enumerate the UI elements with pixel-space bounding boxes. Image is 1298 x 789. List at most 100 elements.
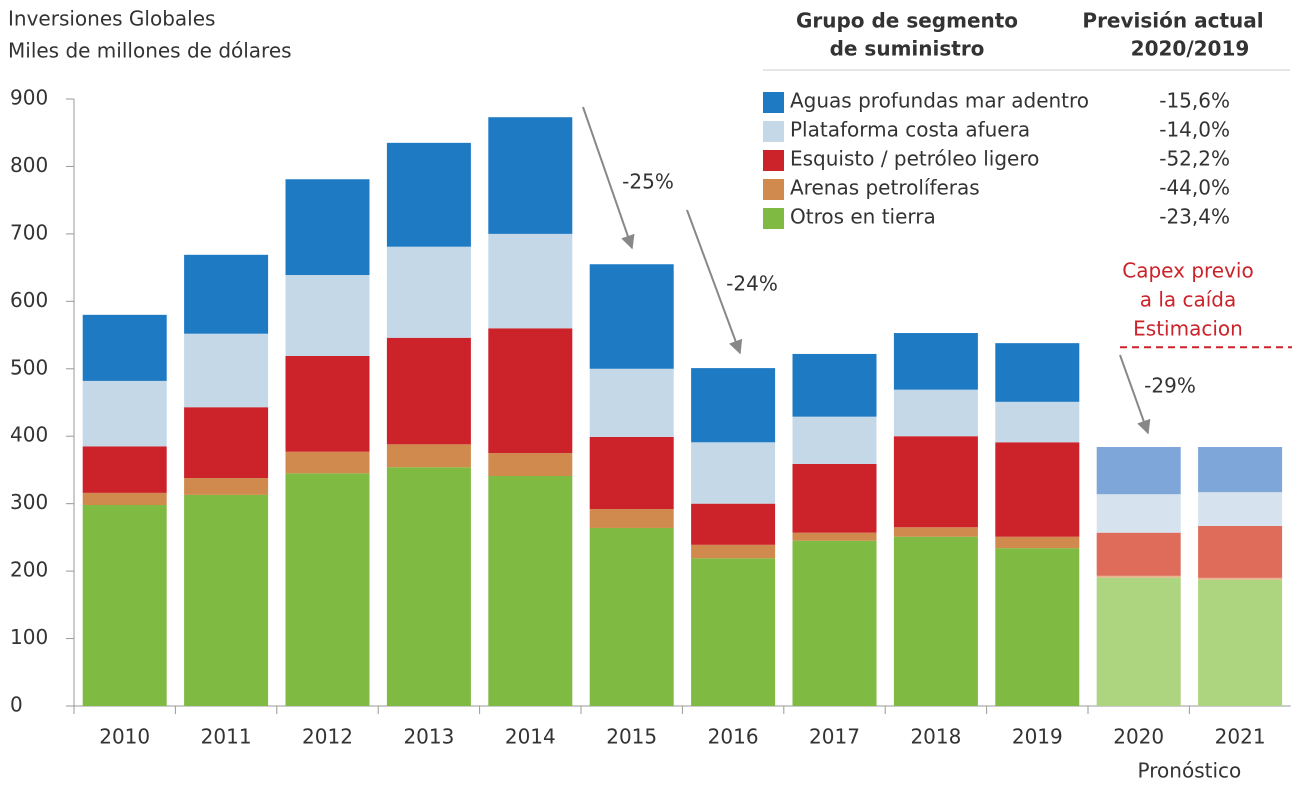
bar-segment xyxy=(82,446,167,493)
x-tick-label: 2020 xyxy=(1113,725,1164,749)
x-tick-label: 2015 xyxy=(606,725,657,749)
bar-segment xyxy=(691,558,776,706)
x-tick-label: 2018 xyxy=(910,725,961,749)
bar-segment xyxy=(995,401,1080,443)
arrow xyxy=(582,106,635,250)
y-tick-label: 200 xyxy=(10,558,48,582)
legend-header: de suministro xyxy=(830,37,985,61)
legend-change: -14,0% xyxy=(1159,118,1230,142)
bar-segment xyxy=(184,333,269,408)
bar-segment xyxy=(1096,532,1181,576)
bar-segment xyxy=(691,503,776,545)
bar-segment xyxy=(792,463,877,533)
legend-change: -44,0% xyxy=(1159,176,1230,200)
bar-segment xyxy=(488,453,573,477)
bar-segment xyxy=(589,368,674,437)
arrow xyxy=(1119,354,1151,435)
bar-segment xyxy=(184,478,269,495)
bar-segment xyxy=(1096,447,1181,495)
bar-segment xyxy=(1198,447,1283,493)
arrow-label: -24% xyxy=(726,272,778,296)
bar-segment xyxy=(184,407,269,479)
x-tick-label: 2014 xyxy=(505,725,556,749)
arrow-label: -25% xyxy=(622,170,674,194)
legend-swatch xyxy=(763,121,784,142)
bar-segment xyxy=(893,436,978,528)
bar-segment xyxy=(995,548,1080,706)
bar-segment xyxy=(589,509,674,528)
legend-swatch xyxy=(763,208,784,229)
bar-segment xyxy=(792,532,877,541)
bar-segment xyxy=(691,368,776,443)
bar-segment xyxy=(1096,494,1181,533)
bar-segment xyxy=(488,476,573,706)
bar-segment xyxy=(1198,492,1283,526)
legend-label: Plataforma costa afuera xyxy=(790,118,1030,142)
legend-header: Previsión actual xyxy=(1082,9,1263,33)
x-tick-label: 2017 xyxy=(809,725,860,749)
chart-title: Inversiones Globales xyxy=(8,7,215,31)
arrow xyxy=(686,209,743,355)
bar-segment xyxy=(995,343,1080,402)
bar-segment xyxy=(285,355,370,452)
bar-segment xyxy=(184,254,269,334)
legend-label: Esquisto / petróleo ligero xyxy=(790,147,1039,171)
bar-segment xyxy=(995,442,1080,537)
bar-segment xyxy=(82,505,167,706)
bar-segment xyxy=(488,233,573,329)
y-tick-label: 500 xyxy=(10,355,48,379)
x-tick-label: 2011 xyxy=(201,725,252,749)
bar-segment xyxy=(995,536,1080,549)
legend-label: Arenas petrolíferas xyxy=(790,176,980,200)
bar-segment xyxy=(792,540,877,706)
bar-segment xyxy=(285,179,370,276)
bar-segment xyxy=(893,333,978,390)
bar-segment xyxy=(386,444,471,468)
bar-segment xyxy=(488,328,573,454)
legend-label: Otros en tierra xyxy=(790,205,936,229)
bar-segment xyxy=(691,544,776,559)
reference-label: a la caída xyxy=(1140,288,1237,312)
bar-segment xyxy=(589,436,674,510)
x-tick-label: 2012 xyxy=(302,725,353,749)
bar-segment xyxy=(386,142,471,247)
bar-segment xyxy=(285,275,370,356)
bar-segment xyxy=(792,353,877,417)
y-tick-label: 400 xyxy=(10,423,48,447)
legend-swatch xyxy=(763,150,784,171)
legend-change: -15,6% xyxy=(1159,89,1230,113)
y-tick-label: 300 xyxy=(10,490,48,514)
bar-segment xyxy=(184,494,269,706)
bar-segment xyxy=(1096,575,1181,578)
forecast-label: Pronóstico xyxy=(1138,759,1242,783)
legend-swatch xyxy=(763,92,784,113)
x-tick-label: 2010 xyxy=(99,725,150,749)
reference-label: Estimacion xyxy=(1133,317,1243,341)
bar-segment xyxy=(1198,577,1283,580)
bar-segment xyxy=(893,527,978,537)
chart-subtitle: Miles de millones de dólares xyxy=(8,39,292,63)
bar-segment xyxy=(1198,525,1283,578)
x-tick-label: 2016 xyxy=(708,725,759,749)
bar-segment xyxy=(589,264,674,369)
bar-segment xyxy=(285,473,370,706)
x-tick-label: 2013 xyxy=(403,725,454,749)
bar-segment xyxy=(1198,579,1283,706)
bar-segment xyxy=(893,536,978,706)
legend-header: Grupo de segmento xyxy=(796,9,1018,33)
legend-change: -23,4% xyxy=(1159,205,1230,229)
legend-swatch xyxy=(763,179,784,200)
bar-segment xyxy=(386,246,471,338)
bar-segment xyxy=(691,442,776,504)
y-tick-label: 600 xyxy=(10,288,48,312)
bar-segment xyxy=(589,527,674,706)
x-tick-label: 2021 xyxy=(1215,725,1266,749)
bar-segment xyxy=(285,451,370,474)
y-tick-label: 900 xyxy=(10,86,48,110)
bar-segment xyxy=(488,117,573,234)
y-tick-label: 100 xyxy=(10,625,48,649)
bar-segment xyxy=(792,416,877,464)
legend-label: Aguas profundas mar adentro xyxy=(790,89,1089,113)
reference-label: Capex previo xyxy=(1122,259,1253,283)
